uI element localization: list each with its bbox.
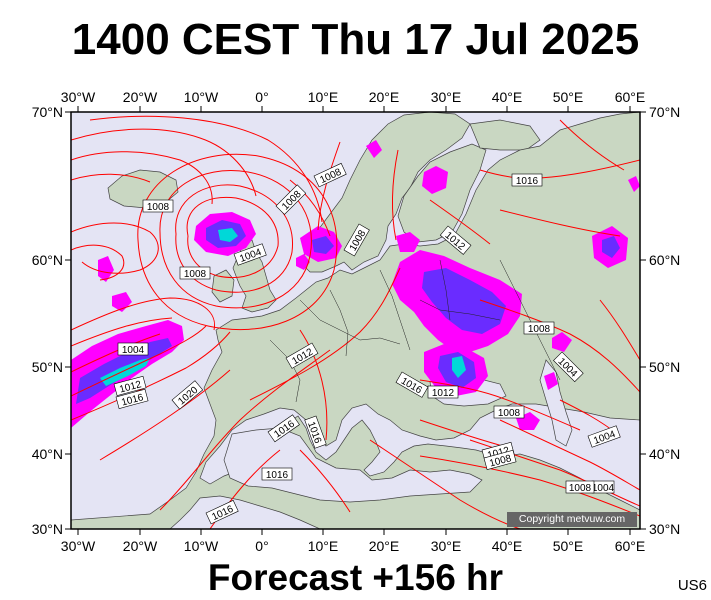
lon-label: 30°E [431, 538, 462, 554]
forecast-label: Forecast +156 hr [207, 557, 504, 598]
lat-label: 40°N [32, 446, 63, 462]
precip-low-west-uk-heavy [218, 228, 238, 242]
lon-label: 50°E [553, 538, 584, 554]
precip-ukraine-heavy [452, 356, 466, 378]
lon-label: 10°E [308, 89, 339, 105]
lon-label: 30°W [61, 89, 96, 105]
precip-uk-east [296, 254, 310, 270]
lat-labels-left: 70°N 60°N 50°N 40°N 30°N [32, 104, 63, 537]
lon-label: 60°E [615, 538, 646, 554]
lat-labels-right: 70°N 60°N 50°N 40°N 30°N [649, 104, 680, 537]
precip-ural-core [602, 236, 620, 258]
lon-labels-top: 30°W 20°W 10°W 0° 10°E 20°E 30°E 40°E 50… [61, 89, 645, 105]
isobar-label: 1012 [432, 388, 455, 399]
lat-label: 70°N [649, 104, 680, 120]
precip-small-1 [366, 140, 382, 158]
lon-label: 40°E [492, 538, 523, 554]
lon-label: 10°W [184, 89, 219, 105]
land-masses [71, 112, 640, 529]
isobar-label: 1008 [147, 202, 170, 213]
lon-label: 10°E [308, 538, 339, 554]
lon-label: 40°E [492, 89, 523, 105]
isobar-label: 1008 [569, 483, 592, 494]
land-kola [469, 119, 541, 151]
isobar-label: 1008 [498, 408, 521, 419]
lon-label: 20°E [369, 538, 400, 554]
precip-small-2 [98, 256, 114, 282]
map-frame [70, 111, 641, 530]
isobar-label: 1016 [266, 470, 289, 481]
precip-small-5 [544, 372, 558, 390]
land-ireland [211, 269, 235, 303]
land-scandinavia [299, 112, 471, 273]
lon-label: 60°E [615, 89, 646, 105]
lon-label: 20°E [369, 89, 400, 105]
lat-label: 50°N [32, 359, 63, 375]
lon-label: 20°W [123, 538, 158, 554]
isobar-label: 1016 [516, 176, 539, 187]
lon-label: 0° [255, 89, 268, 105]
isobar-label: 1004 [122, 345, 145, 356]
isobars [71, 115, 640, 529]
lon-label: 20°W [123, 89, 158, 105]
isobar-label: 1008 [528, 324, 551, 335]
copyright-notice: Copyright metvuw.com [507, 512, 637, 527]
lon-labels-bottom: 30°W 20°W 10°W 0° 10°E 20°E 30°E 40°E 50… [61, 538, 645, 554]
lon-label: 30°W [61, 538, 96, 554]
precip-norway-core [312, 236, 334, 254]
sea-mediterranean [223, 427, 483, 503]
lon-label: 10°W [184, 538, 219, 554]
precip-small-4 [552, 332, 572, 352]
isobar-label: 1008 [184, 269, 207, 280]
precip-finland [396, 232, 420, 252]
lon-label: 30°E [431, 89, 462, 105]
lat-label: 60°N [649, 252, 680, 268]
lat-label: 70°N [32, 104, 63, 120]
lat-label: 60°N [32, 252, 63, 268]
lon-label: 0° [255, 538, 268, 554]
precip-north-russia [422, 166, 448, 194]
lat-label: 40°N [649, 446, 680, 462]
country-borders [269, 259, 561, 403]
isobar-label: 1004 [592, 483, 615, 494]
lon-label: 50°E [553, 89, 584, 105]
region-code: US6 [677, 577, 707, 594]
precip-small-6 [628, 176, 640, 192]
lat-label: 50°N [649, 359, 680, 375]
chart-title: 1400 CEST Thu 17 Jul 2025 [71, 15, 640, 64]
tick-marks [65, 106, 646, 535]
lat-label: 30°N [32, 521, 63, 537]
land-iceland [107, 169, 179, 209]
lat-label: 30°N [649, 521, 680, 537]
precip-eastern-europe-core [422, 268, 506, 334]
